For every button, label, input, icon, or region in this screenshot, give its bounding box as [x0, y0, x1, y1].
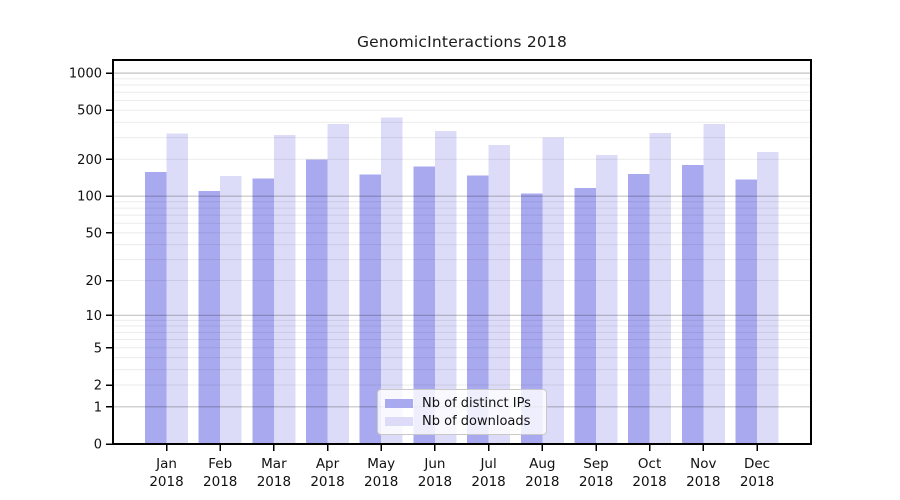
x-tick-label-month-may: May — [367, 456, 395, 472]
y-tick-label-1000: 1000 — [69, 67, 102, 82]
x-tick-label-month-jun: Jun — [423, 456, 445, 472]
legend-label-downloads: Nb of downloads — [422, 413, 531, 429]
x-tick-label-month-apr: Apr — [316, 456, 340, 472]
x-tick-label-month-jan: Jan — [155, 456, 177, 472]
y-tick-label-0: 0 — [94, 438, 102, 453]
x-tick-label-year-may: 2018 — [364, 474, 398, 490]
y-tick-label-5: 5 — [94, 341, 102, 356]
x-tick-label-year-feb: 2018 — [203, 474, 237, 490]
bar-distinct-ips-oct — [628, 173, 650, 444]
x-tick-label-month-aug: Aug — [529, 456, 555, 472]
bar-downloads-may — [381, 117, 403, 444]
x-tick-label-year-oct: 2018 — [632, 474, 666, 490]
y-tick-label-500: 500 — [77, 104, 102, 119]
y-tick-label-2: 2 — [94, 379, 102, 394]
y-tick-label-1: 1 — [94, 400, 102, 415]
bar-distinct-ips-dec — [735, 179, 757, 444]
y-tick-label-10: 10 — [85, 309, 102, 324]
x-tick-label-year-mar: 2018 — [257, 474, 291, 490]
x-tick-label-month-sep: Sep — [583, 456, 608, 472]
chart-title: GenomicInteractions 2018 — [356, 33, 568, 51]
x-tick-label-month-oct: Oct — [638, 456, 661, 472]
bar-distinct-ips-jul — [467, 175, 489, 444]
bar-downloads-nov — [703, 124, 725, 444]
x-tick-label-month-jul: Jul — [479, 456, 496, 472]
bar-distinct-ips-jun — [413, 166, 435, 444]
x-tick-label-year-aug: 2018 — [525, 474, 559, 490]
y-tick-label-100: 100 — [77, 190, 102, 205]
bar-downloads-mar — [273, 135, 296, 444]
x-tick-label-year-jun: 2018 — [418, 474, 452, 490]
bar-downloads-feb — [220, 176, 242, 444]
bar-distinct-ips-mar — [252, 178, 274, 445]
legend-label-distinct-ips: Nb of distinct IPs — [422, 395, 531, 411]
x-tick-label-month-nov: Nov — [690, 456, 716, 472]
bar-downloads-jul — [488, 145, 511, 444]
legend-swatch-downloads — [385, 416, 413, 426]
bar-downloads-sep — [596, 154, 618, 444]
x-tick-label-year-jan: 2018 — [149, 474, 183, 490]
bar-downloads-oct — [649, 133, 672, 444]
bar-distinct-ips-aug — [520, 193, 543, 444]
y-tick-label-20: 20 — [85, 274, 102, 289]
x-tick-label-month-dec: Dec — [744, 456, 770, 472]
bar-distinct-ips-feb — [198, 191, 221, 444]
legend-item-distinct-ips: Nb of distinct IPs — [385, 395, 538, 411]
bar-downloads-aug — [542, 137, 564, 444]
y-tick-label-50: 50 — [85, 226, 102, 241]
legend: Nb of distinct IPs Nb of downloads — [377, 389, 547, 435]
y-tick-label-200: 200 — [77, 153, 102, 168]
bar-downloads-jun — [434, 130, 457, 444]
x-tick-label-year-dec: 2018 — [740, 474, 774, 490]
legend-swatch-distinct-ips — [385, 398, 413, 408]
x-tick-label-month-mar: Mar — [261, 456, 287, 472]
x-tick-label-year-sep: 2018 — [579, 474, 613, 490]
bar-distinct-ips-may — [359, 174, 382, 444]
bar-downloads-jan — [166, 133, 188, 445]
legend-item-downloads: Nb of downloads — [385, 413, 538, 429]
plot-spines — [112, 59, 812, 445]
x-tick-label-year-apr: 2018 — [310, 474, 344, 490]
x-tick-label-year-nov: 2018 — [686, 474, 720, 490]
bar-downloads-apr — [327, 124, 349, 444]
x-tick-label-month-feb: Feb — [208, 456, 232, 472]
x-tick-label-year-jul: 2018 — [471, 474, 505, 490]
bar-distinct-ips-nov — [681, 164, 704, 444]
bar-distinct-ips-sep — [574, 187, 596, 444]
bar-downloads-dec — [757, 151, 779, 445]
bar-distinct-ips-jan — [145, 172, 167, 444]
bar-distinct-ips-apr — [306, 159, 328, 445]
